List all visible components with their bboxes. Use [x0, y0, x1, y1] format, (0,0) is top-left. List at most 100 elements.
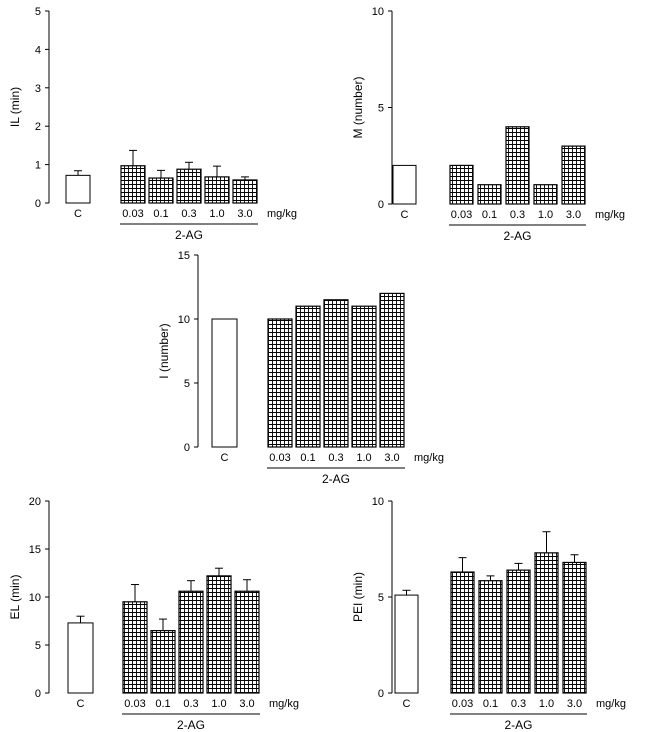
y-tick-label: 5: [184, 378, 190, 390]
y-axis-label: IL (min): [8, 87, 22, 127]
group-label: 2-AG: [504, 718, 532, 732]
y-tick-label: 10: [372, 496, 384, 508]
x-tick-label-dose: 0.3: [511, 698, 526, 710]
x-tick-label-control: C: [401, 209, 409, 221]
bar-dose: [295, 305, 321, 448]
x-tick-label-dose: 0.1: [155, 698, 170, 710]
x-tick-label-dose: 1.0: [209, 208, 224, 220]
x-tick-label-dose: 3.0: [384, 452, 399, 464]
bar-dose: [449, 164, 474, 205]
bar-dose: [178, 590, 204, 694]
bar-dose: [120, 165, 146, 204]
bar-control: [67, 622, 94, 694]
bar-dose: [204, 176, 230, 204]
bar-dose: [148, 177, 174, 204]
bar-dose: [267, 318, 293, 448]
bar-dose: [533, 184, 558, 205]
unit-label: mg/kg: [269, 698, 299, 710]
bar-dose: [477, 184, 502, 205]
bar-dose: [176, 168, 202, 204]
unit-label: mg/kg: [596, 698, 626, 710]
x-tick-label-dose: 0.03: [122, 208, 143, 220]
x-tick-label-dose: 1.0: [539, 698, 554, 710]
y-tick-label: 15: [178, 250, 190, 262]
x-tick-label-control: C: [221, 452, 229, 464]
chart-m: 0 5 10 M (number) C 0.03 0.1 0.3 1.0 3.0 mg/kg 2-AG: [351, 6, 625, 243]
bar-dose: [478, 580, 503, 694]
chart-pei: 0 5 10 PEI (min) C 0.03 0.1 0.3 1.0 3.0 mg/kg 2-AG: [351, 496, 626, 732]
group-label: 2-AG: [503, 229, 531, 243]
y-tick-label: 5: [35, 640, 41, 652]
bar-dose: [351, 305, 377, 448]
unit-label: mg/kg: [414, 452, 444, 464]
x-tick-label-dose: 1.0: [538, 209, 553, 221]
x-tick-label-dose: 0.03: [451, 209, 472, 221]
x-tick-label-dose: 3.0: [567, 698, 582, 710]
y-tick-label: 0: [184, 442, 190, 454]
x-tick-label-dose: 1.0: [356, 452, 371, 464]
bar-control: [211, 318, 238, 448]
bar-dose: [150, 629, 176, 694]
unit-label: mg/kg: [267, 208, 297, 220]
bar-dose: [562, 561, 587, 694]
bar-dose: [206, 575, 232, 694]
y-axis-label: PEI (min): [351, 572, 365, 622]
y-tick-label: 20: [29, 496, 41, 508]
x-tick-label-control: C: [403, 698, 411, 710]
x-tick-label-dose: 3.0: [566, 209, 581, 221]
y-tick-label: 10: [29, 592, 41, 604]
chart-il: 0 1 2 3 4 5 IL (min) C 0.03 0.1 0.3 1.0 3.0 mg/kg 2-AG: [8, 6, 297, 242]
y-tick-label: 10: [372, 6, 384, 18]
x-tick-label-dose: 0.1: [482, 209, 497, 221]
x-tick-label-dose: 0.3: [183, 698, 198, 710]
bar-dose: [561, 145, 586, 205]
bar-dose: [122, 601, 148, 694]
x-tick-label-control: C: [74, 208, 82, 220]
bar-dose: [506, 569, 531, 694]
x-tick-label-control: C: [77, 698, 85, 710]
bar-dose: [450, 571, 475, 694]
y-tick-label: 4: [35, 44, 41, 56]
group-label: 2-AG: [175, 228, 203, 242]
y-axis-label: EL (min): [8, 575, 22, 620]
y-tick-label: 15: [29, 544, 41, 556]
x-tick-label-dose: 0.3: [328, 452, 343, 464]
chart-i: 0 5 10 15 I (number) C 0.03 0.1 0.3 1.0 3.0 mg/kg 2-…: [157, 250, 444, 486]
bar-control: [65, 174, 91, 204]
x-tick-label-dose: 0.03: [269, 452, 290, 464]
bar-dose: [232, 179, 258, 204]
unit-label: mg/kg: [595, 209, 625, 221]
x-tick-label-dose: 3.0: [239, 698, 254, 710]
y-tick-label: 5: [378, 103, 384, 115]
bar-dose: [534, 552, 559, 694]
chart-el: 0 5 10 15 20 EL (min) C 0.03 0.1 0.3 1.0 3.0 mg/kg 2-…: [8, 496, 299, 732]
group-label: 2-AG: [177, 718, 205, 732]
x-tick-label-dose: 0.3: [181, 208, 196, 220]
bar-dose: [505, 126, 530, 205]
y-axis-label: M (number): [351, 76, 365, 138]
y-tick-label: 3: [35, 83, 41, 95]
y-axis-label: I (number): [157, 323, 171, 378]
x-tick-label-dose: 3.0: [237, 208, 252, 220]
x-tick-label-dose: 0.03: [452, 698, 473, 710]
y-tick-label: 0: [378, 199, 384, 211]
y-tick-label: 1: [35, 160, 41, 172]
bar-dose: [323, 299, 349, 448]
y-tick-label: 2: [35, 121, 41, 133]
bar-control: [392, 164, 417, 205]
y-tick-label: 5: [35, 6, 41, 18]
bar-dose: [234, 590, 260, 694]
group-label: 2-AG: [322, 472, 350, 486]
x-tick-label-dose: 1.0: [211, 698, 226, 710]
y-tick-label: 0: [378, 688, 384, 700]
x-tick-label-dose: 0.03: [124, 698, 145, 710]
bar-control: [394, 594, 419, 694]
y-tick-label: 5: [378, 592, 384, 604]
x-tick-label-dose: 0.3: [510, 209, 525, 221]
y-tick-label: 0: [35, 688, 41, 700]
y-tick-label: 10: [178, 314, 190, 326]
x-tick-label-dose: 0.1: [300, 452, 315, 464]
y-tick-label: 0: [35, 198, 41, 210]
x-tick-label-dose: 0.1: [153, 208, 168, 220]
